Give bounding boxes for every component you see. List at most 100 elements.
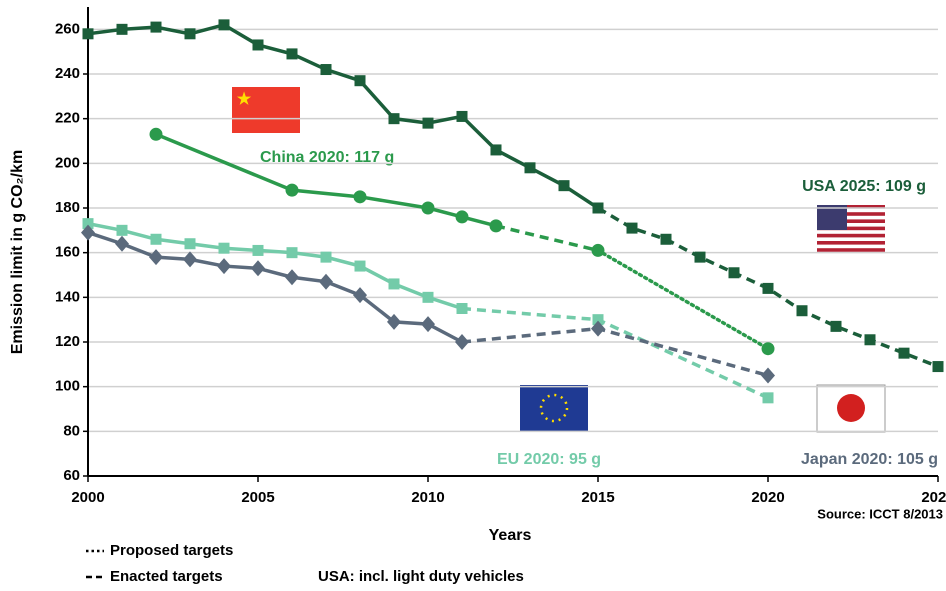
y-tick-label: 60 <box>63 467 80 484</box>
annotation: USA 2025: 109 g <box>802 178 926 195</box>
japan-sun <box>837 394 865 422</box>
marker <box>456 303 468 314</box>
marker <box>455 210 469 224</box>
marker <box>626 222 638 234</box>
marker <box>320 64 332 76</box>
marker <box>252 39 264 51</box>
marker <box>796 305 808 317</box>
marker <box>592 314 604 326</box>
x-tick-label: 2015 <box>581 489 614 506</box>
marker <box>387 313 401 330</box>
marker <box>592 202 604 214</box>
marker <box>421 316 435 333</box>
marker <box>150 233 162 245</box>
marker <box>422 291 434 303</box>
marker <box>116 224 128 236</box>
source: Source: ICCT 8/2013 <box>817 506 943 521</box>
marker <box>830 320 842 332</box>
marker <box>184 28 196 40</box>
marker <box>388 278 400 290</box>
marker <box>285 269 299 286</box>
marker <box>116 23 128 35</box>
marker <box>81 224 95 241</box>
usa-flag <box>817 205 885 252</box>
marker <box>286 48 298 60</box>
legend-label: Enacted targets <box>110 568 223 585</box>
marker <box>591 320 605 337</box>
y-tick-label: 140 <box>55 288 80 305</box>
marker <box>864 334 876 346</box>
x-tick-label: 2000 <box>71 489 104 506</box>
series-line <box>87 22 599 210</box>
marker <box>489 219 503 233</box>
marker <box>183 251 197 268</box>
marker <box>149 249 163 266</box>
marker <box>252 244 264 256</box>
y-tick-label: 200 <box>55 154 80 171</box>
marker <box>422 117 434 129</box>
marker <box>455 334 469 350</box>
marker <box>932 361 944 373</box>
marker <box>218 19 230 31</box>
series-line <box>596 248 770 351</box>
flags: ★ <box>232 87 886 433</box>
x-tick-label: 2025 <box>921 489 946 506</box>
y-tick-label: 80 <box>63 422 80 439</box>
marker <box>728 267 740 279</box>
annotation: Japan 2020: 105 g <box>801 451 938 468</box>
marker <box>184 238 196 250</box>
marker <box>591 243 605 257</box>
y-axis-label: Emission limit in g CO₂/km <box>9 150 26 354</box>
flag-star: ★ <box>237 91 252 108</box>
marker <box>490 144 502 156</box>
marker <box>421 201 435 215</box>
marker <box>762 392 774 404</box>
marker <box>761 342 775 356</box>
series-line <box>155 132 497 228</box>
marker <box>320 251 332 263</box>
marker <box>354 260 366 272</box>
marker <box>456 110 468 122</box>
marker <box>82 28 94 40</box>
marker <box>354 75 366 87</box>
marker <box>353 190 367 204</box>
y-tick-label: 220 <box>55 110 80 127</box>
marker <box>149 127 163 141</box>
marker <box>217 258 231 275</box>
marker <box>150 21 162 33</box>
marker <box>694 251 706 263</box>
y-tick-label: 240 <box>55 65 80 82</box>
series-line <box>461 326 769 378</box>
x-tick-label: 2005 <box>241 489 274 506</box>
marker <box>761 367 775 384</box>
marker <box>251 260 265 277</box>
annotation: EU 2020: 95 g <box>497 451 601 468</box>
note: USA: incl. light duty vehicles <box>318 568 524 585</box>
y-tick-label: 100 <box>55 378 80 395</box>
x-tick-label: 2010 <box>411 489 444 506</box>
marker <box>82 218 94 230</box>
eu-stars <box>539 393 569 423</box>
china-flag <box>232 87 300 133</box>
marker <box>660 233 672 245</box>
marker <box>898 347 910 359</box>
marker <box>524 162 536 174</box>
marker <box>115 235 129 252</box>
y-tick-label: 180 <box>55 199 80 216</box>
marker <box>353 287 367 304</box>
x-tick-label: 2020 <box>751 489 784 506</box>
marker <box>286 247 298 259</box>
y-tick-label: 260 <box>55 20 80 37</box>
x-axis-label: Years <box>489 527 532 544</box>
marker <box>218 242 230 254</box>
y-tick-label: 160 <box>55 244 80 261</box>
marker <box>762 282 774 294</box>
annotation: China 2020: 117 g <box>260 149 394 166</box>
marker <box>558 180 570 192</box>
series-line <box>495 224 599 253</box>
marker <box>285 183 299 197</box>
y-tick-label: 120 <box>55 333 80 350</box>
marker <box>388 113 400 125</box>
legend-label: Proposed targets <box>110 542 233 559</box>
